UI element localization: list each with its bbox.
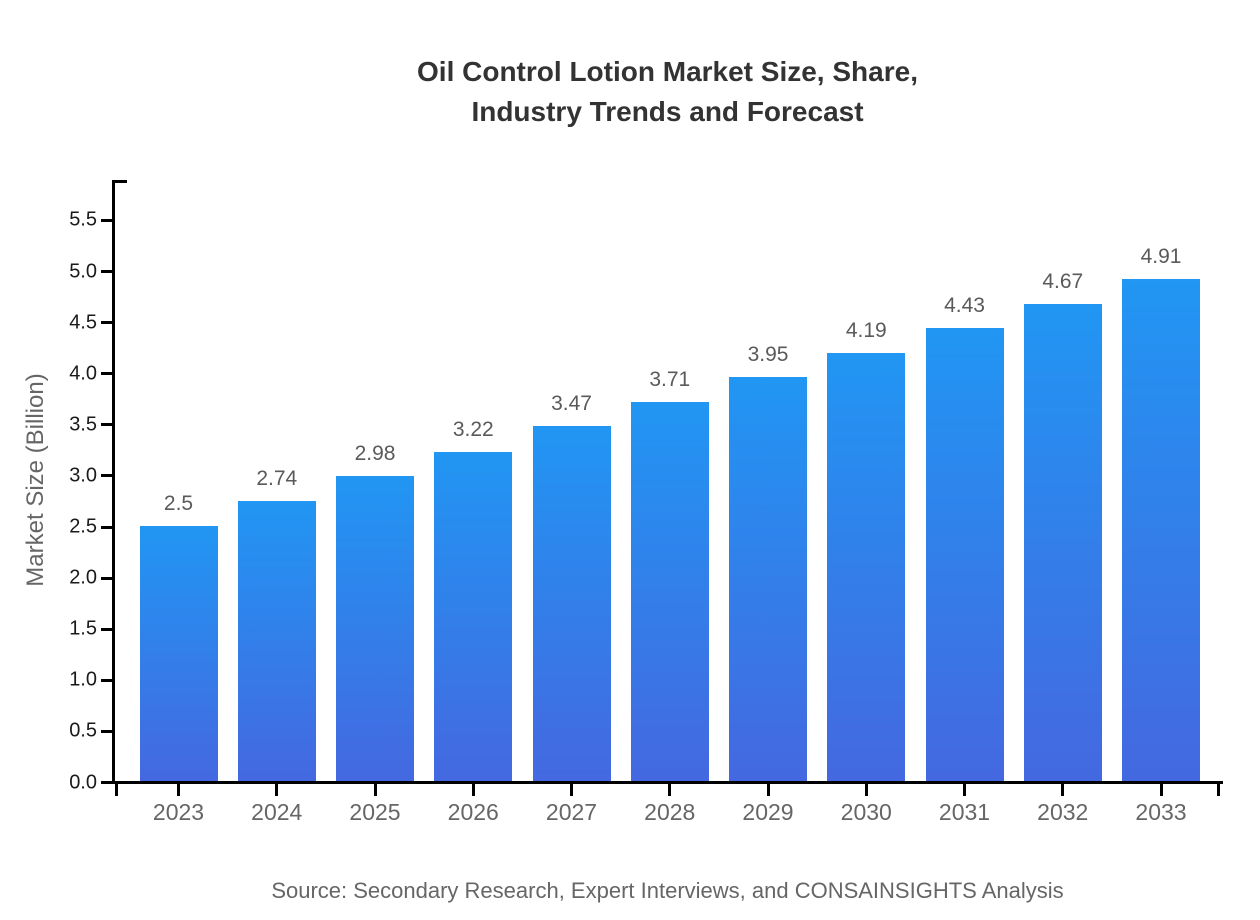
y-axis-tick bbox=[101, 372, 113, 376]
y-axis-end-cap bbox=[112, 180, 127, 183]
x-axis-tick bbox=[864, 784, 868, 796]
y-axis-tick-label: 5.0 bbox=[69, 260, 97, 282]
bar bbox=[434, 451, 513, 781]
x-axis-tick-label: 2026 bbox=[447, 799, 499, 825]
y-axis-tick-label: 1.0 bbox=[69, 668, 97, 691]
x-axis-tick bbox=[177, 784, 180, 796]
bar bbox=[729, 377, 807, 781]
y-axis-tick-label: 0.0 bbox=[69, 771, 97, 793]
bar-value-label: 3.22 bbox=[452, 417, 494, 441]
bar bbox=[925, 328, 1004, 781]
y-axis-tick bbox=[101, 576, 113, 580]
x-axis-tick bbox=[471, 784, 475, 796]
bar-value-label: 2.98 bbox=[354, 442, 396, 466]
x-axis-end-tick bbox=[115, 784, 118, 796]
bar-value-label: 2.74 bbox=[256, 466, 298, 490]
x-axis-tick bbox=[668, 784, 672, 796]
x-axis-tick-label: 2028 bbox=[644, 799, 696, 825]
source-note: Source: Secondary Research, Expert Inter… bbox=[271, 878, 1064, 903]
x-axis-tick bbox=[1061, 784, 1065, 796]
x-axis-tick-label: 2025 bbox=[349, 799, 401, 825]
y-axis-tick-label: 5.5 bbox=[69, 208, 97, 231]
bar-value-label: 4.91 bbox=[1140, 245, 1182, 269]
chart-title: Oil Control Lotion Market Size, Share, I… bbox=[115, 52, 1220, 132]
x-axis-end-tick bbox=[1217, 784, 1220, 796]
bar bbox=[139, 525, 218, 781]
bar-value-label: 4.67 bbox=[1042, 269, 1084, 293]
bar bbox=[1023, 303, 1102, 781]
y-axis-tick bbox=[101, 218, 113, 222]
y-axis-tick-label: 3.5 bbox=[69, 413, 97, 436]
x-axis-tick-label: 2030 bbox=[840, 799, 892, 825]
bar-value-label: 3.95 bbox=[747, 343, 789, 367]
x-axis-tick-label: 2031 bbox=[938, 799, 991, 825]
bar-value-label: 3.47 bbox=[551, 392, 592, 416]
x-axis-tick-label: 2027 bbox=[545, 799, 598, 825]
y-axis-tick bbox=[101, 729, 113, 733]
x-axis-tick-label: 2029 bbox=[742, 799, 794, 825]
y-axis-tick bbox=[101, 474, 113, 478]
x-axis-tick bbox=[570, 784, 573, 796]
bar bbox=[336, 476, 414, 781]
x-axis-tick bbox=[373, 784, 377, 796]
y-axis-tick-label: 4.0 bbox=[69, 362, 97, 385]
chart-title-line-2: Industry Trends and Forecast bbox=[471, 96, 864, 127]
bar-value-label: 2.5 bbox=[163, 491, 194, 515]
x-axis-tick bbox=[963, 784, 966, 796]
y-axis-tick-label: 0.5 bbox=[69, 719, 97, 742]
chart-title-line-1: Oil Control Lotion Market Size, Share, bbox=[417, 56, 918, 87]
y-axis-tick bbox=[101, 781, 113, 784]
y-axis-tick bbox=[101, 321, 113, 325]
y-axis-tick-label: 2.0 bbox=[69, 566, 97, 589]
y-axis-tick bbox=[101, 678, 113, 682]
bar bbox=[1122, 279, 1200, 781]
bar bbox=[532, 426, 611, 781]
x-axis-tick-label: 2023 bbox=[152, 799, 205, 825]
bar bbox=[827, 352, 906, 781]
x-axis-tick bbox=[766, 784, 770, 796]
bar-value-label: 4.19 bbox=[845, 318, 887, 342]
x-axis-tick bbox=[275, 784, 279, 796]
y-axis-tick bbox=[101, 423, 113, 427]
y-axis-tick bbox=[101, 627, 113, 631]
bar bbox=[237, 500, 316, 781]
x-axis-tick-label: 2033 bbox=[1135, 799, 1187, 825]
y-axis-spine bbox=[112, 180, 115, 784]
x-axis-tick-label: 2024 bbox=[251, 799, 303, 825]
bar-value-label: 3.71 bbox=[649, 367, 691, 391]
bar bbox=[630, 401, 709, 781]
y-axis-tick bbox=[101, 525, 113, 529]
y-axis-tick-label: 1.5 bbox=[69, 617, 97, 640]
y-axis-tick-label: 2.5 bbox=[69, 515, 97, 538]
bar-value-label: 4.43 bbox=[944, 294, 985, 318]
y-axis-tick bbox=[101, 270, 113, 273]
x-axis-spine bbox=[112, 781, 1223, 784]
x-axis-tick-label: 2032 bbox=[1037, 799, 1089, 825]
y-axis-tick-label: 3.0 bbox=[69, 464, 97, 487]
y-axis-tick-label: 4.5 bbox=[69, 311, 97, 334]
x-axis-tick bbox=[1159, 784, 1163, 796]
